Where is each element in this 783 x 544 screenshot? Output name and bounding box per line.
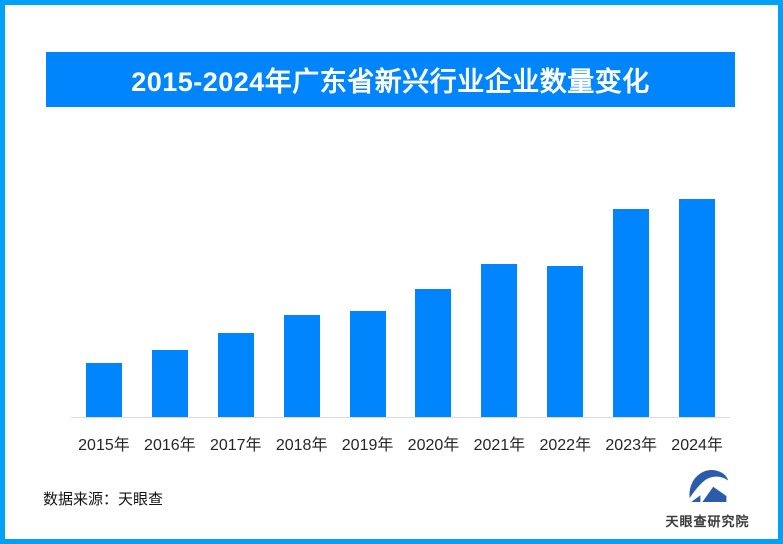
x-tick-2015: 2015年 xyxy=(78,437,130,454)
bar-2021 xyxy=(481,263,518,417)
bar-2022 xyxy=(547,265,584,417)
bar-2015 xyxy=(85,363,122,417)
bar-2023 xyxy=(613,208,650,417)
bar-cell-2017 xyxy=(203,332,269,417)
chart-title-banner: 2015-2024年广东省新兴行业企业数量变化 xyxy=(46,52,735,107)
bar-cell-2024 xyxy=(664,199,730,417)
x-tick-2024: 2024年 xyxy=(671,437,723,454)
bar-2018 xyxy=(283,314,320,417)
x-tick-2017: 2017年 xyxy=(209,437,262,454)
bar-chart-plot xyxy=(71,149,730,418)
bar-2024 xyxy=(679,199,716,417)
bar-2019 xyxy=(349,311,386,417)
x-tick-2021: 2021年 xyxy=(473,437,526,454)
x-tick-2016: 2016年 xyxy=(144,437,196,454)
tianyancha-logo: 天眼查研究院 xyxy=(655,464,760,530)
bar-2016 xyxy=(151,350,188,417)
bar-cell-2020 xyxy=(401,289,467,417)
x-tick-2019: 2019年 xyxy=(341,437,394,454)
bar-cell-2016 xyxy=(137,350,203,417)
bar-cell-2021 xyxy=(466,263,532,417)
x-tick-2023: 2023年 xyxy=(605,437,657,454)
chart-title: 2015-2024年广东省新兴行业企业数量变化 xyxy=(131,67,650,97)
x-tick-2018: 2018年 xyxy=(275,437,328,454)
x-tick-2022: 2022年 xyxy=(539,437,592,454)
data-source-note: 数据来源：天眼查 xyxy=(43,491,164,508)
bar-2017 xyxy=(217,332,254,417)
bar-cell-2018 xyxy=(269,314,335,417)
x-tick-2020: 2020年 xyxy=(407,437,460,454)
bar-2020 xyxy=(415,289,452,417)
tianyancha-logo-text: 天眼查研究院 xyxy=(665,514,750,529)
bar-cell-2015 xyxy=(71,363,137,417)
bar-cell-2023 xyxy=(598,208,664,417)
x-axis-labels: 2015年 2016年 2017年 2018年 2019年 2020年 2021… xyxy=(71,431,730,455)
bar-cell-2022 xyxy=(532,265,598,417)
bar-cell-2019 xyxy=(335,311,401,417)
tianyancha-eye-icon xyxy=(688,470,728,502)
